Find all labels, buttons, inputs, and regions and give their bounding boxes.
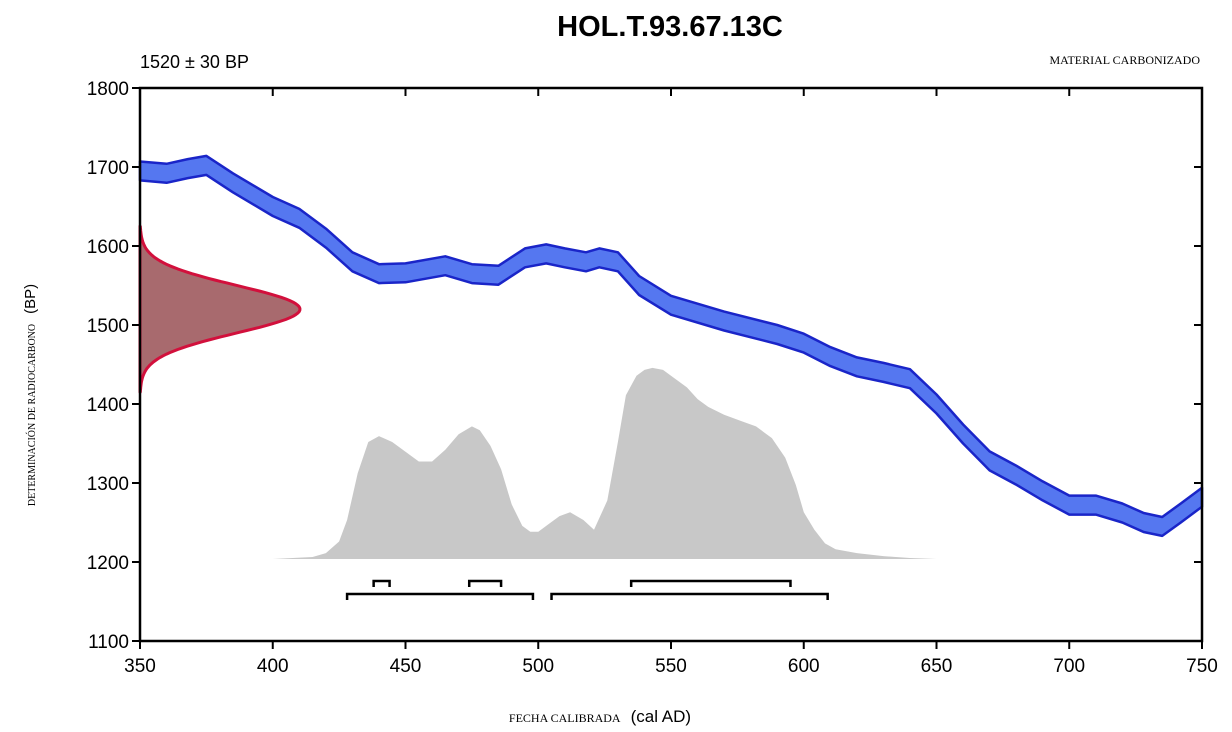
y-tick-label: 1300: [87, 474, 129, 495]
measurement-distribution: [138, 224, 302, 394]
x-tick-label: 650: [921, 656, 953, 677]
x-tick-label: 550: [655, 656, 687, 677]
measurement-label: 1520 ± 30 BP: [140, 52, 249, 72]
range-2sigma-bracket: [345, 592, 535, 600]
x-tick-label: 500: [522, 656, 554, 677]
x-tick-label: 700: [1053, 656, 1085, 677]
y-axis-label-prefix: DETERMINACIÓN DE RADIOCARBONO: [26, 324, 38, 506]
y-tick-label: 1100: [88, 632, 129, 653]
x-tick-label: 450: [390, 656, 422, 677]
x-tick-label: 750: [1186, 656, 1218, 677]
plot-area: 350 400 450 500 550 600 650 700 750 1100 1200 1300 1…: [87, 79, 1218, 677]
y-tick-label: 1500: [87, 316, 129, 337]
material-label: MATERIAL CARBONIZADO: [1049, 53, 1200, 67]
x-tick-label: 600: [788, 656, 820, 677]
x-axis-label: FECHA CALIBRADA (cal AD): [509, 707, 691, 726]
range-1sigma-bracket: [467, 579, 503, 587]
calibrated-probability-area: [272, 367, 937, 559]
y-tick-label: 1200: [87, 553, 129, 574]
x-tick-label: 400: [257, 656, 289, 677]
y-tick-label: 1400: [87, 395, 129, 416]
y-axis-label-unit: (BP): [22, 284, 39, 314]
y-tick-label: 1600: [87, 237, 129, 258]
x-axis-label-prefix: FECHA CALIBRADA: [509, 711, 621, 725]
x-axis-label-unit: (cal AD): [631, 707, 691, 726]
y-axis-label: DETERMINACIÓN DE RADIOCARBONO (BP): [22, 284, 39, 506]
x-tick-label: 350: [124, 656, 156, 677]
y-tick-label: 1700: [87, 158, 129, 179]
range-2sigma-bracket: [550, 592, 829, 600]
range-1sigma-bracket: [629, 579, 792, 587]
range-1sigma-bracket: [372, 579, 391, 587]
chart-title: HOL.T.93.67.13C: [557, 11, 783, 43]
y-tick-label: 1800: [87, 79, 129, 100]
